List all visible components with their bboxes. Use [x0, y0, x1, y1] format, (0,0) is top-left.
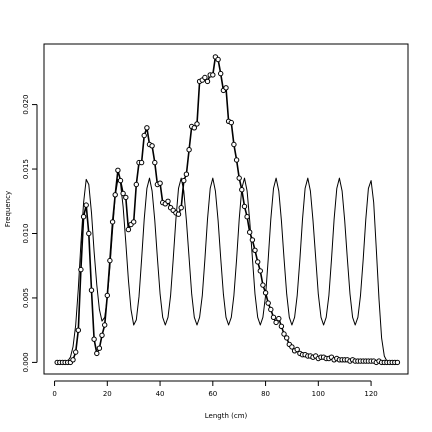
data-point: [107, 257, 113, 264]
data-point: [265, 300, 271, 306]
data-point: [257, 268, 263, 274]
data-point: [202, 74, 208, 81]
x-tick-label: 120: [364, 390, 377, 398]
data-point: [394, 359, 401, 366]
x-tick-label: 0: [52, 390, 56, 398]
data-point: [120, 190, 126, 197]
data-point: [268, 306, 274, 313]
data-point: [186, 147, 192, 153]
data-point: [260, 282, 266, 288]
data-point: [233, 157, 240, 163]
y-tick-label: 0.020: [22, 95, 30, 115]
data-point: [183, 171, 190, 177]
data-point: [215, 56, 221, 63]
fitted-curve-line: [54, 177, 398, 363]
data-point: [133, 181, 140, 188]
data-point: [73, 349, 79, 355]
data-point: [104, 292, 111, 299]
data-point: [75, 327, 82, 333]
data-point: [96, 345, 103, 351]
data-point: [252, 247, 258, 254]
data-point: [112, 192, 118, 198]
data-point: [284, 335, 290, 341]
data-point: [289, 344, 295, 350]
data-point: [125, 226, 132, 233]
data-point: [218, 70, 224, 77]
data-point: [281, 331, 287, 337]
data-point: [223, 85, 229, 91]
data-point: [115, 167, 121, 174]
data-point: [239, 187, 245, 193]
x-tick-label: 100: [312, 390, 325, 398]
data-point: [165, 198, 171, 205]
x-tick-label: 80: [261, 390, 270, 398]
data-point: [244, 214, 250, 220]
data-point: [228, 119, 235, 126]
y-tick-label: 0.005: [22, 288, 30, 308]
data-point: [78, 266, 84, 273]
data-point: [273, 319, 279, 326]
data-point: [157, 180, 163, 186]
data-point: [236, 175, 242, 181]
data-point: [247, 229, 253, 235]
data-point: [149, 143, 155, 149]
data-point: [102, 322, 108, 328]
plot-frame: [43, 43, 409, 375]
data-point: [175, 211, 182, 217]
x-axis-label: Length (cm): [205, 412, 248, 420]
data-point: [210, 72, 216, 78]
x-tick-label: 60: [208, 390, 217, 398]
y-tick-label: 0.015: [22, 159, 30, 179]
data-point: [181, 177, 187, 184]
data-point: [191, 125, 198, 131]
x-axis: 0 20 40 60 80 100 120: [52, 380, 378, 398]
data-point: [83, 202, 89, 208]
data-point: [178, 205, 184, 211]
data-point: [123, 194, 129, 201]
x-tick-label: 20: [103, 390, 112, 398]
data-point: [255, 259, 261, 265]
data-point: [109, 219, 116, 225]
data-point: [278, 323, 285, 329]
data-point: [294, 346, 300, 353]
data-point: [131, 219, 137, 225]
points-layer: [54, 54, 401, 366]
data-point: [144, 125, 150, 131]
data-point: [117, 177, 124, 184]
data-point: [262, 290, 269, 296]
data-point: [204, 78, 211, 85]
data-point: [94, 350, 100, 357]
data-point: [249, 237, 256, 243]
y-tick-label: 0.010: [22, 223, 30, 243]
data-point: [276, 315, 282, 322]
data-point: [231, 141, 237, 148]
data-point: [99, 332, 105, 338]
y-axis-label: Frequency: [4, 191, 12, 227]
data-point: [91, 336, 97, 342]
data-point: [88, 287, 95, 293]
data-point: [152, 159, 158, 166]
y-tick-label: 0.000: [22, 352, 30, 372]
x-tick-label: 40: [156, 390, 165, 398]
data-point: [80, 214, 87, 220]
y-axis: 0.000 0.005 0.010 0.015 0.020: [22, 95, 38, 372]
data-point: [138, 159, 145, 166]
data-point: [141, 132, 147, 139]
data-point: [194, 121, 200, 127]
data-point: [70, 357, 76, 363]
data-point: [270, 314, 277, 320]
data-point: [86, 230, 92, 237]
data-point: [241, 203, 248, 210]
